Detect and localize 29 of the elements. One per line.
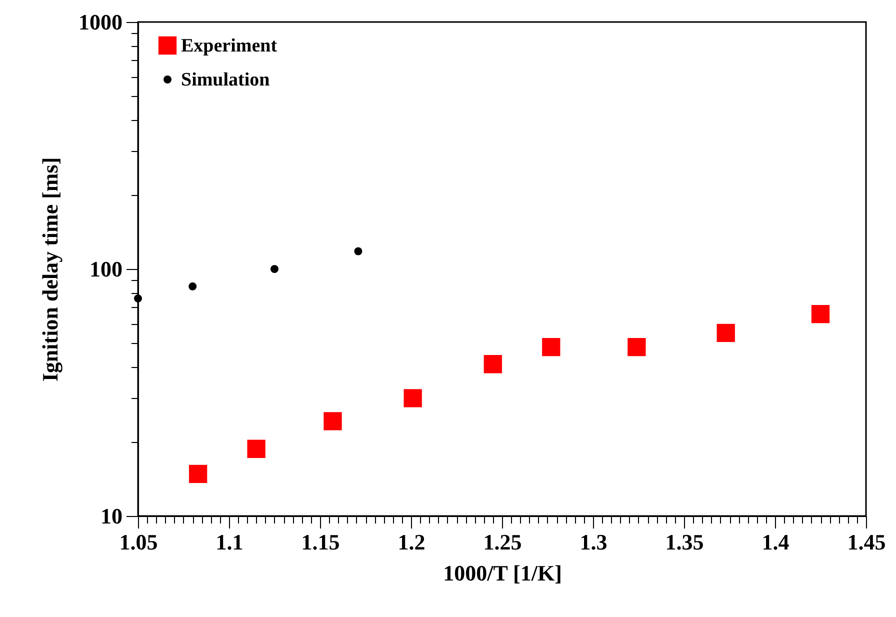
point (134, 294, 142, 302)
legend-label: Experiment (181, 36, 278, 56)
y-axis-title: Ignition delay time [ms] (38, 157, 62, 382)
point (188, 464, 208, 484)
point (354, 247, 362, 256)
x-tick-label: 1.15 (301, 530, 340, 554)
x-tick-label: 1.45 (847, 530, 886, 554)
point (716, 324, 735, 342)
point (404, 389, 422, 408)
point (484, 355, 502, 374)
x-tick-label: 1.4 (762, 530, 790, 554)
y-tick-label: 100 (90, 256, 122, 282)
point (247, 440, 266, 458)
point (628, 338, 646, 356)
point (542, 338, 560, 356)
x-tick-label: 1.35 (665, 530, 704, 554)
x-axis-title: 1000/T [1/K] (443, 560, 562, 586)
point (188, 282, 197, 290)
point (270, 265, 278, 273)
x-tick-label: 1.2 (398, 530, 426, 554)
point (811, 304, 830, 324)
x-tick-label: 1.3 (580, 530, 608, 554)
x-tick-label: 1.05 (119, 530, 158, 554)
point (324, 412, 342, 430)
x-tick-label: 1.25 (483, 530, 522, 554)
y-tick-label: 10 (100, 504, 122, 528)
y-tick-label: 1000 (78, 10, 122, 34)
x-tick-label: 1.1 (216, 530, 244, 554)
legend-label: Simulation (181, 70, 270, 90)
